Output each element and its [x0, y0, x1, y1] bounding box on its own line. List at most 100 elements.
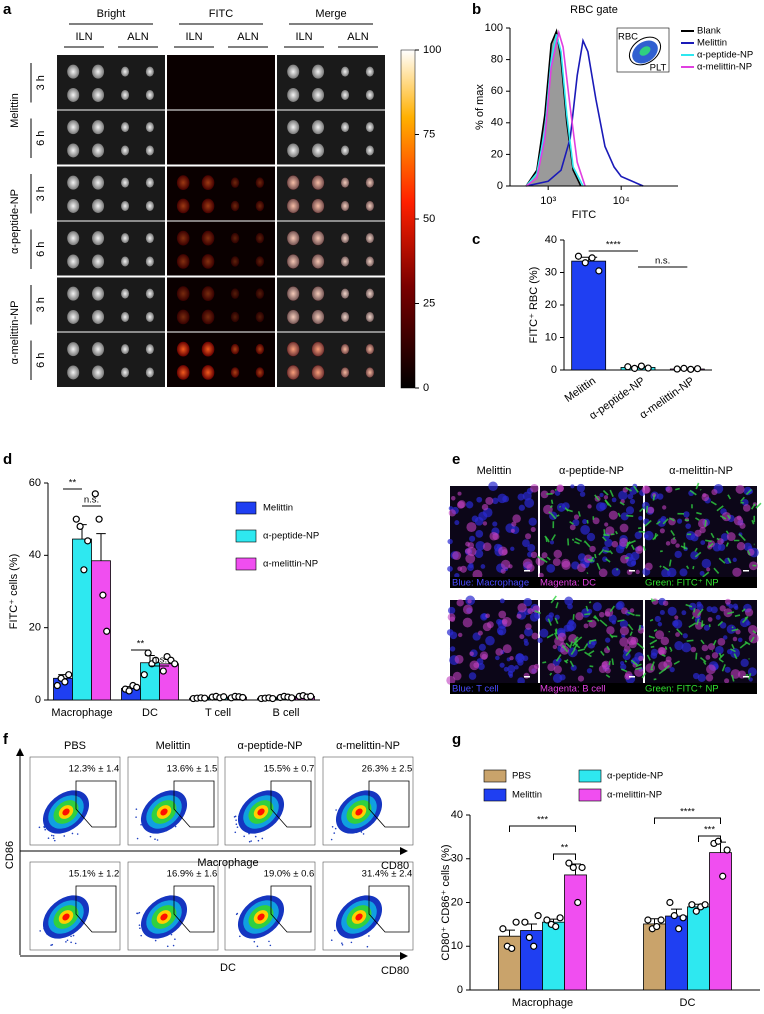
micrograph-content [447, 481, 539, 580]
fitc-np [719, 515, 727, 520]
axis-label: CD80 [381, 965, 409, 977]
event [331, 825, 334, 828]
cell-blue [566, 620, 577, 631]
cell-blue [446, 629, 454, 636]
fitc-np [705, 539, 712, 543]
inset-label: RBC [618, 32, 638, 43]
data-point [91, 490, 99, 498]
lymph-node [341, 89, 350, 100]
fitc-np [685, 565, 690, 570]
cell-magenta [492, 533, 500, 541]
lymph-node [365, 145, 374, 156]
event [170, 933, 173, 936]
lymph-node [145, 288, 154, 299]
cell-blue [719, 622, 727, 629]
cell-blue [737, 637, 743, 643]
data-point [307, 692, 315, 700]
event [139, 927, 141, 930]
fitc-np [600, 650, 605, 656]
fitc-np [716, 537, 720, 541]
data-point [103, 627, 111, 635]
fitc-signal [255, 200, 265, 212]
cell-blue [740, 658, 749, 668]
fitc-np [752, 630, 757, 634]
row-label: Macrophage [197, 857, 258, 869]
fitc-signal [340, 343, 350, 355]
lymph-node [121, 89, 130, 100]
caption: Green: FITC⁺ NP [645, 578, 719, 589]
data-point [288, 694, 296, 702]
cell-magenta [706, 664, 716, 675]
data-point [144, 649, 152, 657]
gate [270, 885, 312, 933]
event [72, 934, 75, 937]
cell-magenta [448, 509, 456, 517]
event [154, 939, 157, 942]
event [174, 938, 176, 941]
cell-blue [582, 518, 588, 525]
cell-magenta [606, 626, 615, 635]
fitc-signal [311, 198, 325, 214]
event [330, 838, 333, 841]
fitc-np [614, 530, 618, 535]
fitc-np [661, 653, 666, 657]
legend-swatch [235, 557, 257, 571]
fitc-np [710, 500, 717, 506]
fitc-signal [230, 232, 240, 244]
cell-magenta [462, 604, 473, 615]
cell-blue [700, 540, 706, 545]
cell-magenta [509, 655, 514, 661]
cell-blue [599, 502, 607, 510]
fitc-signal [311, 175, 325, 190]
column-title: Bright [97, 8, 126, 20]
cell-blue [723, 635, 728, 640]
lymph-node [365, 66, 374, 77]
fitc-signal [176, 198, 190, 214]
cell-blue [676, 518, 683, 524]
column-title: α-peptide-NP [559, 465, 624, 477]
fitc-np [549, 504, 553, 509]
cell-magenta [482, 542, 492, 551]
lymph-node [341, 66, 350, 77]
cell-blue [475, 530, 484, 538]
legend-label: Melittin [263, 503, 293, 514]
bar [140, 662, 160, 701]
lymph-node [67, 120, 80, 135]
cell-magenta [637, 545, 643, 552]
cell-magenta [583, 623, 589, 629]
cell-blue [734, 605, 739, 611]
cell-magenta [498, 610, 507, 619]
cell-magenta [501, 618, 508, 625]
fitc-signal [201, 254, 215, 269]
cell-magenta [557, 632, 567, 642]
density [355, 808, 363, 816]
data-point [688, 901, 696, 909]
cell-blue [657, 518, 667, 527]
fitc-np [590, 639, 597, 642]
significance-bracket [553, 853, 576, 860]
data-point [714, 837, 722, 845]
fitc-signal [365, 200, 375, 212]
cell-blue [517, 659, 524, 666]
lymph-node [92, 143, 105, 158]
fitc-np [646, 654, 651, 661]
lymph-node [145, 344, 154, 355]
fitc-signal [201, 309, 215, 325]
time-label: 6 h [35, 353, 47, 368]
y-tick-label: 60 [29, 477, 41, 489]
cell-magenta [459, 565, 467, 573]
cell-blue [715, 614, 721, 620]
event [39, 930, 41, 932]
fitc-np [733, 653, 738, 660]
fitc-np [627, 623, 634, 631]
data-point [220, 693, 228, 701]
fitc-np [718, 653, 725, 660]
lymph-node [121, 256, 130, 267]
lymph-node [312, 143, 325, 158]
significance-bracket [698, 835, 721, 842]
column-title: Merge [315, 8, 346, 20]
caption-strip [450, 577, 757, 588]
cell-blue [492, 521, 498, 527]
cell-magenta [512, 514, 521, 523]
